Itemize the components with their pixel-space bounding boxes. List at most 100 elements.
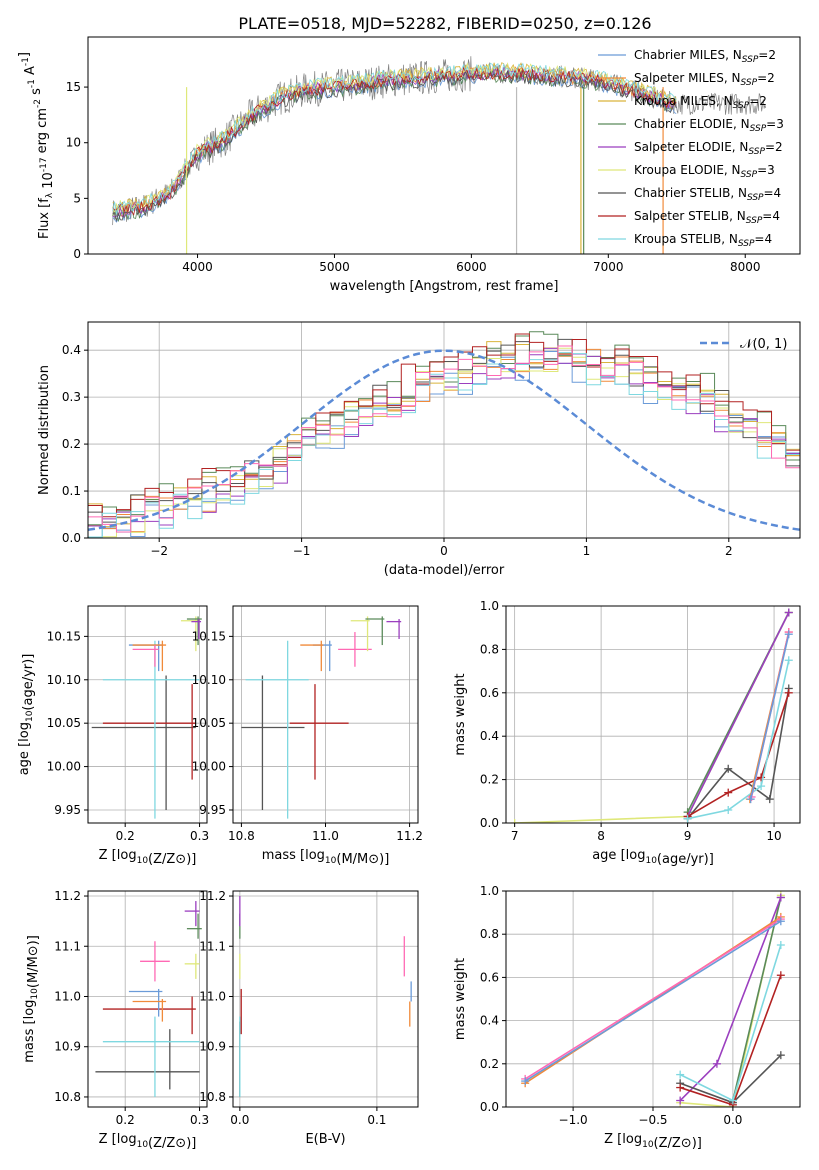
y-tick-label: 11.0 [199, 989, 226, 1003]
y-tick-label: 9.95 [54, 803, 81, 817]
x-axis-label: Z [log10(Z/Z⊙)] [604, 1132, 702, 1151]
x-tick-label: 2 [725, 544, 733, 558]
model-spectrum [112, 67, 677, 218]
errorbar-point [132, 999, 167, 1022]
axes-frame [232, 890, 419, 1108]
legend-label: Chabrier STELIB, NSSP=4 [634, 186, 781, 203]
weight-marker [676, 1070, 685, 1079]
y-tick-label: 10.8 [199, 1090, 226, 1104]
errorbar-point [365, 616, 385, 646]
y-tick-label: 0.8 [480, 642, 499, 656]
errorbar-point [191, 619, 202, 639]
legend-label: Salpeter MILES, NSSP=2 [634, 71, 775, 88]
weight-marker [776, 893, 785, 902]
errorbar-point [300, 640, 324, 672]
errorbar-point [386, 619, 402, 639]
x-tick-label: 0.3 [190, 829, 209, 843]
plot-area [91, 616, 202, 819]
weight-marker [676, 1083, 685, 1092]
model-spectrum [112, 62, 677, 215]
y-tick-label: 0 [73, 247, 81, 261]
errorbar-point [184, 953, 200, 979]
weight-marker [784, 656, 793, 665]
panel-spectrum: 4000 5000 6000 7000 8000 0 5 10 15 wavelength [An… [17, 36, 801, 294]
axes-frame [87, 890, 208, 1108]
x-axis-label: Z [log10(Z/Z⊙)] [99, 848, 197, 867]
x-tick-label: 11.0 [312, 829, 339, 843]
legend: Chabrier MILES, NSSP=2 Salpeter MILES, NS… [598, 48, 784, 249]
errorbar-point [102, 996, 196, 1035]
legend-label: Salpeter STELIB, NSSP=4 [634, 209, 780, 226]
errorbar-point [338, 632, 372, 667]
errorbar-point [245, 640, 309, 819]
y-tick-label: 10 [66, 136, 81, 150]
errorbar-point [132, 645, 159, 667]
panel-mass_EBV: 0.0 0.1 10.8 10.9 11.0 11.1 11.2 E(B-V) [199, 889, 419, 1147]
weight-marker [784, 688, 793, 697]
weight-marker [724, 788, 733, 797]
weight-marker [757, 782, 766, 791]
y-axis-label: mass weight [453, 673, 468, 755]
weight-marker [510, 819, 519, 823]
plot-area [510, 608, 793, 823]
y-tick-label: 0.2 [62, 437, 81, 451]
panel-hist: −2 −1 0 1 2 0.0 0.1 0.2 0.3 0.4 (data-model)/error… [37, 321, 801, 578]
legend-label: Chabrier ELODIE, NSSP=3 [634, 117, 784, 134]
y-tick-label: 10.00 [192, 760, 226, 774]
y-axis-label: Flux [fλ 10-17 erg cm-2 s-1 A-1] [17, 52, 56, 239]
weight-line [732, 897, 782, 1101]
x-tick-label: −0.5 [638, 1113, 667, 1127]
plot-area [239, 896, 412, 1097]
weight-line [514, 612, 790, 823]
y-axis-label: mass [log10(M/M⊙)] [22, 935, 41, 1063]
y-tick-label: 9.95 [199, 803, 226, 817]
y-tick-label: 10.05 [47, 716, 81, 730]
y-tick-label: 0.4 [62, 343, 81, 357]
plot-area [241, 616, 402, 819]
weight-marker [724, 764, 733, 773]
weight-marker [776, 971, 785, 980]
errorbar-point [102, 1016, 200, 1097]
normal-curve [88, 349, 800, 532]
y-tick-label: 10.15 [192, 629, 226, 643]
y-tick-label: 10.05 [192, 716, 226, 730]
weight-marker [776, 917, 785, 926]
errorbar-point [91, 675, 196, 810]
model-spectrum [112, 66, 677, 216]
x-tick-label: 0.0 [723, 1113, 742, 1127]
x-tick-label: 7000 [593, 260, 624, 274]
weight-marker [784, 630, 793, 639]
x-tick-label: 4000 [182, 260, 213, 274]
errorbar-point [140, 941, 170, 982]
plot-area [521, 891, 785, 1107]
plot-area [95, 901, 202, 1097]
x-axis-label: age [log10(age/yr)] [592, 848, 714, 867]
y-tick-label: 10.10 [47, 673, 81, 687]
y-tick-label: 15 [66, 80, 81, 94]
x-tick-label: 6000 [456, 260, 487, 274]
legend-label: Chabrier MILES, NSSP=2 [634, 48, 776, 65]
x-axis-label: mass [log10(M/M⊙)] [262, 848, 390, 867]
legend-label: Kroupa MILES, NSSP=2 [634, 94, 767, 111]
x-tick-label: 10.8 [228, 829, 255, 843]
x-tick-label: 5000 [319, 260, 350, 274]
errorbar-point [184, 901, 200, 927]
legend-label: Salpeter ELODIE, NSSP=2 [634, 140, 783, 157]
x-tick-label: 7 [511, 829, 519, 843]
y-tick-label: 0.1 [62, 484, 81, 498]
y-tick-label: 0.0 [62, 531, 81, 545]
y-tick-label: 10.15 [47, 629, 81, 643]
x-tick-label: 0.2 [116, 829, 135, 843]
y-tick-label: 0.4 [480, 729, 499, 743]
weight-line [679, 1054, 782, 1104]
weight-marker [676, 1096, 685, 1105]
plot-area [88, 331, 800, 538]
x-tick-label: 0.3 [190, 1113, 209, 1127]
figure-title: PLATE=0518, MJD=52282, FIBERID=0250, z=0… [238, 14, 651, 33]
weight-line [686, 612, 790, 817]
weight-line [524, 918, 782, 1080]
y-tick-label: 1.0 [480, 599, 499, 613]
weight-marker [724, 805, 733, 814]
weight-line [687, 660, 790, 820]
